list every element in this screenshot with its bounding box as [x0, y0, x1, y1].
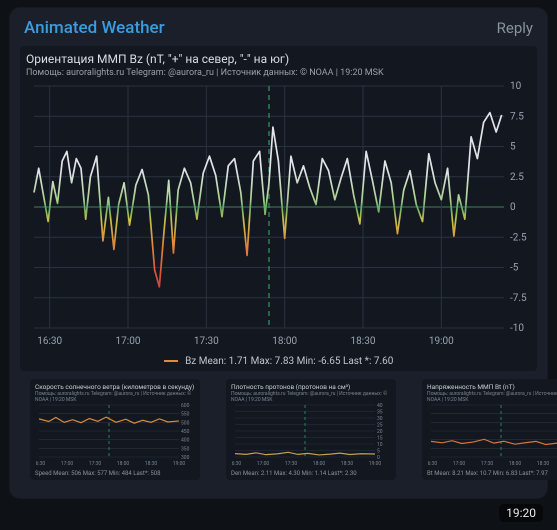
svg-text:400: 400 — [181, 438, 190, 444]
svg-text:17:30: 17:30 — [194, 336, 219, 347]
svg-text:17:00: 17:00 — [116, 336, 141, 347]
svg-text:17:00: 17:00 — [257, 461, 270, 467]
svg-text:15: 15 — [377, 436, 383, 442]
svg-text:17:00: 17:00 — [61, 461, 74, 467]
svg-text:16:30: 16:30 — [35, 461, 45, 467]
svg-text:19:00: 19:00 — [369, 461, 382, 467]
svg-text:18:30: 18:30 — [341, 461, 354, 467]
svg-text:17:30: 17:30 — [89, 461, 102, 467]
svg-text:0: 0 — [510, 202, 516, 213]
legend-swatch — [164, 360, 178, 362]
svg-text:40: 40 — [377, 403, 383, 409]
main-chart-panel: Ориентация ММП Bz (nT, "+" на север, "-"… — [20, 46, 537, 371]
svg-text:500: 500 — [181, 420, 190, 426]
svg-text:18:30: 18:30 — [537, 461, 550, 467]
svg-text:550: 550 — [181, 412, 190, 418]
mini-chart-1-sub: Помощь: auroralights.ru Telegram: @auror… — [35, 391, 195, 403]
mini-chart-3-svg: 05101520253016:3017:0017:3018:0018:3019:… — [427, 403, 557, 467]
main-chart-subtitle: Помощь: auroralights.ru Telegram: @auror… — [26, 68, 531, 78]
svg-text:-5: -5 — [510, 263, 519, 274]
svg-text:19:00: 19:00 — [173, 461, 186, 467]
svg-text:30: 30 — [377, 416, 383, 422]
svg-text:25: 25 — [377, 423, 383, 429]
svg-text:18:00: 18:00 — [117, 461, 130, 467]
svg-text:7.5: 7.5 — [510, 111, 524, 122]
mini-chart-2-footer: Den Mean: 2.11 Max: 4.30 Min: 1.14 Last*… — [231, 470, 391, 477]
svg-text:-7.5: -7.5 — [510, 293, 527, 304]
svg-text:18:00: 18:00 — [272, 336, 297, 347]
spacer — [10, 488, 547, 498]
main-chart-legend: Bz Mean: 1.71 Max: 7.83 Min: -6.65 Last … — [26, 354, 531, 367]
svg-text:10: 10 — [377, 442, 383, 448]
svg-text:10: 10 — [510, 81, 522, 92]
svg-text:18:00: 18:00 — [509, 461, 522, 467]
mini-chart-1-title: Скорость солнечного ветра (километров в … — [35, 383, 195, 391]
legend-text: Bz Mean: 1.71 Max: 7.83 Min: -6.65 Last … — [185, 356, 393, 367]
message-header: Animated Weather Reply — [10, 8, 547, 46]
svg-text:5: 5 — [510, 142, 516, 153]
svg-text:17:00: 17:00 — [453, 461, 466, 467]
svg-text:17:30: 17:30 — [481, 461, 494, 467]
mini-chart-1-footer: Speed Mean: 506 Max: 577 Min: 484 Last*:… — [35, 470, 195, 477]
svg-text:350: 350 — [181, 446, 190, 452]
mini-chart-2-title: Плотность протонов (протонов на см³) — [231, 383, 391, 391]
main-chart-title: Ориентация ММП Bz (nT, "+" на север, "-"… — [26, 52, 531, 66]
svg-text:2.5: 2.5 — [510, 172, 524, 183]
mini-chart-3-title: Напряженность ММП Bt (nT) — [427, 383, 557, 391]
svg-text:18:00: 18:00 — [313, 461, 326, 467]
svg-text:18:30: 18:30 — [145, 461, 158, 467]
mini-chart-3-footer: Bt Mean: 8.21 Max: 10.7 Min: 6.83 Last*:… — [427, 470, 557, 477]
svg-text:450: 450 — [181, 429, 190, 435]
message-card: Animated Weather Reply Ориентация ММП Bz… — [10, 8, 547, 498]
svg-text:-2.5: -2.5 — [510, 232, 527, 243]
svg-text:16:30: 16:30 — [427, 461, 437, 467]
mini-chart-1: Скорость солнечного ветра (километров в … — [30, 379, 200, 480]
main-chart-svg: -10 -7.5 -5 -2.5 0 2.5 5 7.5 10 16:30 17:00 17:30 18… — [26, 78, 536, 350]
svg-text:600: 600 — [181, 403, 190, 409]
svg-text:5: 5 — [377, 449, 380, 455]
svg-text:35: 35 — [377, 410, 383, 416]
mini-chart-row: Скорость солнечного ветра (километров в … — [20, 379, 537, 488]
mini-chart-2-svg: 051015202530354016:3017:0017:3018:0018:3… — [231, 403, 391, 467]
mini-chart-3-sub: Помощь: auroralights.ru Telegram: @auror… — [427, 391, 557, 403]
reply-button[interactable]: Reply — [497, 19, 533, 37]
svg-text:16:30: 16:30 — [37, 336, 62, 347]
svg-text:18:30: 18:30 — [351, 336, 376, 347]
mini-chart-1-svg: 30035040045050055060016:3017:0017:3018:0… — [35, 403, 195, 467]
svg-text:19:00: 19:00 — [429, 336, 454, 347]
svg-text:17:30: 17:30 — [285, 461, 298, 467]
timestamp-badge: 19:20 — [499, 504, 543, 522]
channel-name[interactable]: Animated Weather — [24, 18, 165, 38]
svg-text:16:30: 16:30 — [231, 461, 241, 467]
mini-chart-2-sub: Помощь: auroralights.ru Telegram: @auror… — [231, 391, 391, 403]
mini-chart-2: Плотность протонов (протонов на см³) Пом… — [226, 379, 396, 480]
mini-chart-3: Напряженность ММП Bt (nT) Помощь: aurora… — [422, 379, 557, 480]
svg-text:20: 20 — [377, 429, 383, 435]
svg-text:-10: -10 — [510, 323, 524, 334]
